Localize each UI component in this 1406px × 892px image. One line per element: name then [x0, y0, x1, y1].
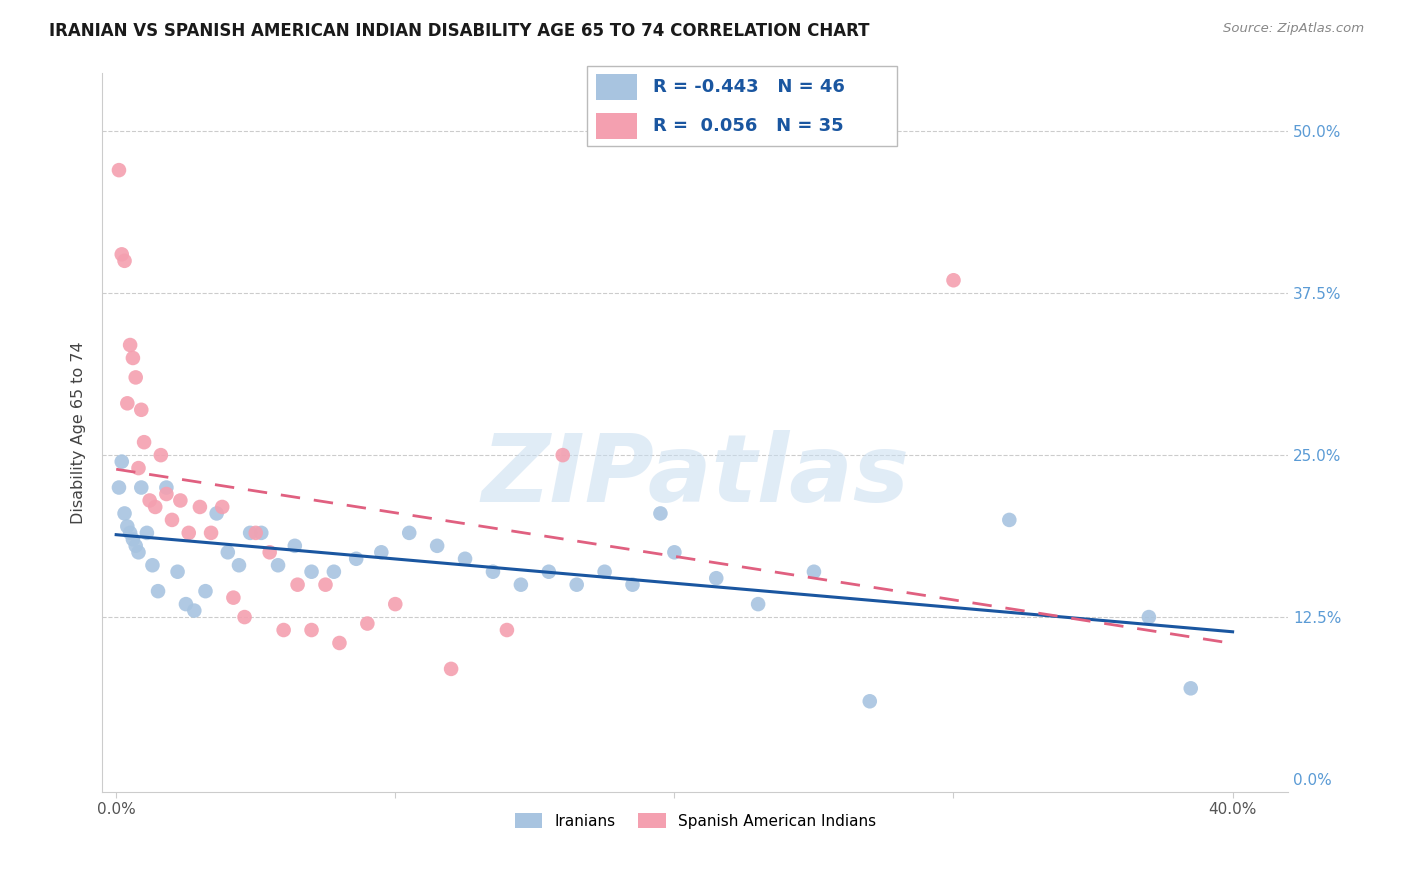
Point	[239, 525, 262, 540]
Point	[250, 525, 273, 540]
Point	[344, 551, 367, 566]
Point	[537, 565, 560, 579]
Point	[1137, 610, 1160, 624]
Point	[245, 525, 267, 540]
Point	[200, 525, 222, 540]
Point	[482, 565, 505, 579]
Point	[998, 513, 1021, 527]
Point	[228, 558, 250, 573]
Text: R = -0.443   N = 46: R = -0.443 N = 46	[652, 78, 845, 96]
Point	[143, 500, 166, 514]
Point	[194, 584, 217, 599]
Point	[259, 545, 281, 559]
FancyBboxPatch shape	[586, 66, 897, 146]
Point	[301, 565, 323, 579]
Point	[509, 577, 531, 591]
Point	[551, 448, 574, 462]
Point	[267, 558, 290, 573]
Point	[125, 370, 148, 384]
Point	[155, 487, 177, 501]
Point	[141, 558, 163, 573]
Point	[122, 533, 145, 547]
Point	[301, 623, 323, 637]
Point	[1180, 681, 1202, 696]
Point	[222, 591, 245, 605]
Point	[273, 623, 295, 637]
Point	[621, 577, 644, 591]
Point	[135, 525, 157, 540]
Point	[125, 539, 148, 553]
Point	[120, 338, 142, 352]
Point	[287, 577, 309, 591]
Point	[426, 539, 449, 553]
Point	[128, 545, 150, 559]
Bar	[596, 74, 637, 101]
Text: Source: ZipAtlas.com: Source: ZipAtlas.com	[1223, 22, 1364, 36]
Point	[120, 525, 142, 540]
Point	[117, 519, 139, 533]
Point	[169, 493, 191, 508]
Point	[111, 455, 134, 469]
Point	[146, 584, 169, 599]
Point	[565, 577, 588, 591]
Point	[128, 461, 150, 475]
Point	[664, 545, 686, 559]
Point	[188, 500, 211, 514]
Point	[384, 597, 406, 611]
Point	[149, 448, 172, 462]
Point	[322, 565, 344, 579]
Point	[129, 481, 152, 495]
Point	[108, 163, 131, 178]
Point	[183, 604, 205, 618]
Point	[111, 247, 134, 261]
Legend: Iranians, Spanish American Indians: Iranians, Spanish American Indians	[509, 806, 882, 835]
Point	[398, 525, 420, 540]
Point	[166, 565, 188, 579]
Point	[233, 610, 256, 624]
Point	[205, 507, 228, 521]
Point	[328, 636, 350, 650]
Point	[160, 513, 183, 527]
Point	[593, 565, 616, 579]
Point	[155, 481, 177, 495]
Point	[129, 402, 152, 417]
Point	[174, 597, 197, 611]
Point	[454, 551, 477, 566]
Point	[650, 507, 672, 521]
Point	[803, 565, 825, 579]
Point	[356, 616, 378, 631]
Point	[440, 662, 463, 676]
Point	[315, 577, 337, 591]
Point	[747, 597, 769, 611]
Point	[942, 273, 965, 287]
Point	[114, 507, 136, 521]
Point	[132, 435, 155, 450]
Point	[370, 545, 392, 559]
Point	[496, 623, 519, 637]
Point	[704, 571, 727, 585]
Text: R =  0.056   N = 35: R = 0.056 N = 35	[652, 117, 844, 135]
Text: ZIPatlas: ZIPatlas	[481, 430, 910, 522]
Point	[177, 525, 200, 540]
Point	[114, 253, 136, 268]
Text: IRANIAN VS SPANISH AMERICAN INDIAN DISABILITY AGE 65 TO 74 CORRELATION CHART: IRANIAN VS SPANISH AMERICAN INDIAN DISAB…	[49, 22, 870, 40]
Point	[138, 493, 160, 508]
Point	[108, 481, 131, 495]
Point	[117, 396, 139, 410]
Point	[211, 500, 233, 514]
Point	[217, 545, 239, 559]
Point	[859, 694, 882, 708]
Point	[122, 351, 145, 365]
Point	[284, 539, 307, 553]
Bar	[596, 112, 637, 139]
Y-axis label: Disability Age 65 to 74: Disability Age 65 to 74	[72, 341, 86, 524]
